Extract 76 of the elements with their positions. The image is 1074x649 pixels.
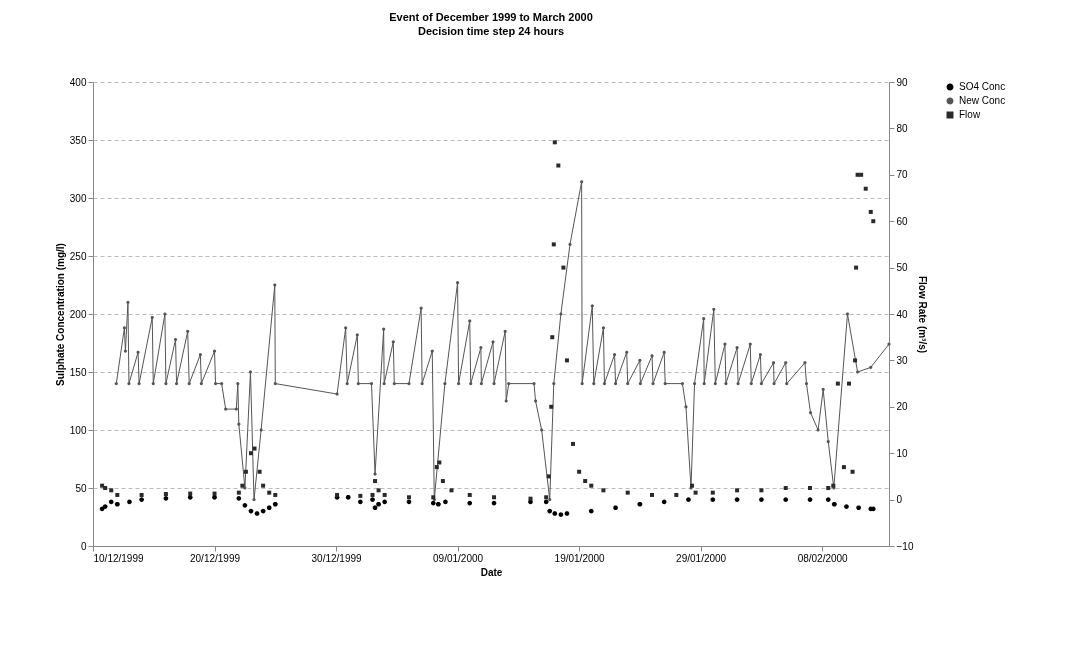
- point: [734, 497, 740, 502]
- point: [547, 508, 553, 514]
- point: [759, 497, 764, 502]
- point: [139, 497, 144, 502]
- y-tick-label: 300: [69, 192, 87, 204]
- point: [825, 497, 831, 502]
- point: [588, 508, 594, 514]
- point: [856, 505, 861, 511]
- chart-subtitle: Decision time step 24 hours: [417, 25, 565, 37]
- x-tick-label: 29/01/2000: [676, 552, 727, 564]
- point: [345, 494, 351, 500]
- y2-tick-label: 60: [896, 215, 909, 227]
- x-tick-label: 30/12/1999: [311, 552, 363, 564]
- point: [236, 496, 242, 501]
- point: [661, 499, 667, 505]
- point: [543, 499, 549, 505]
- point: [686, 497, 691, 502]
- y2-tick-label: 50: [896, 262, 909, 274]
- legend-label: Flow: [959, 109, 981, 120]
- y-tick-label: 150: [69, 366, 87, 378]
- point: [382, 499, 388, 505]
- point: [435, 501, 441, 507]
- point: [637, 501, 643, 507]
- point: [831, 501, 837, 507]
- point: [710, 497, 716, 502]
- y-axis-title: Sulphate Concentration (mg/l): [54, 243, 66, 386]
- y2-tick-label: 10: [896, 447, 909, 459]
- y2-tick-label: 70: [896, 169, 909, 181]
- point: [430, 500, 436, 506]
- y-tick-label: 350: [69, 134, 87, 146]
- chart-title: Event of December 1999 to March 2000: [389, 11, 593, 23]
- x-axis-title: Date: [480, 566, 503, 578]
- y2-tick-label: 80: [896, 122, 909, 134]
- point: [552, 511, 558, 516]
- y2-axis-title: Flow Rate (m³/s): [917, 275, 929, 354]
- point: [266, 505, 272, 511]
- point: [248, 508, 254, 514]
- point: [254, 511, 260, 516]
- point: [783, 497, 789, 502]
- point: [443, 499, 448, 505]
- x-tick-label: 20/12/1999: [190, 552, 241, 564]
- point: [163, 496, 169, 501]
- point: [564, 511, 570, 516]
- point: [127, 499, 132, 505]
- point: [272, 501, 278, 507]
- y-tick-label: 50: [75, 482, 87, 494]
- point: [491, 500, 497, 506]
- point: [406, 499, 412, 505]
- y2-tick-label: 20: [896, 401, 909, 413]
- y-tick-label: 250: [69, 250, 87, 262]
- point: [807, 497, 813, 502]
- y-tick-label: 0: [80, 540, 87, 552]
- point: [558, 512, 564, 518]
- y-tick-label: 200: [69, 308, 87, 320]
- point: [358, 499, 363, 505]
- y2-tick-label: 0: [896, 494, 903, 506]
- legend-label: SO4 Conc: [959, 81, 1006, 92]
- y2-tick-label: 40: [896, 308, 909, 320]
- point: [467, 500, 473, 506]
- legend-label: New Conc: [959, 95, 1006, 106]
- x-tick-label: 08/02/2000: [797, 552, 849, 564]
- point: [613, 505, 618, 511]
- y2-tick-label: −10: [896, 540, 914, 552]
- x-tick-label: 09/01/2000: [433, 552, 484, 564]
- y2-tick-label: 90: [896, 76, 909, 88]
- point: [376, 501, 381, 507]
- y2-tick-label: 30: [896, 354, 909, 366]
- y-tick-label: 100: [69, 424, 87, 436]
- x-tick-label: 10/12/1999: [93, 552, 144, 564]
- point: [242, 503, 248, 508]
- y-tick-label: 400: [69, 76, 87, 88]
- point: [844, 504, 849, 509]
- x-tick-label: 19/01/2000: [554, 552, 606, 564]
- point: [114, 501, 120, 507]
- point: [370, 497, 375, 502]
- point: [372, 505, 378, 511]
